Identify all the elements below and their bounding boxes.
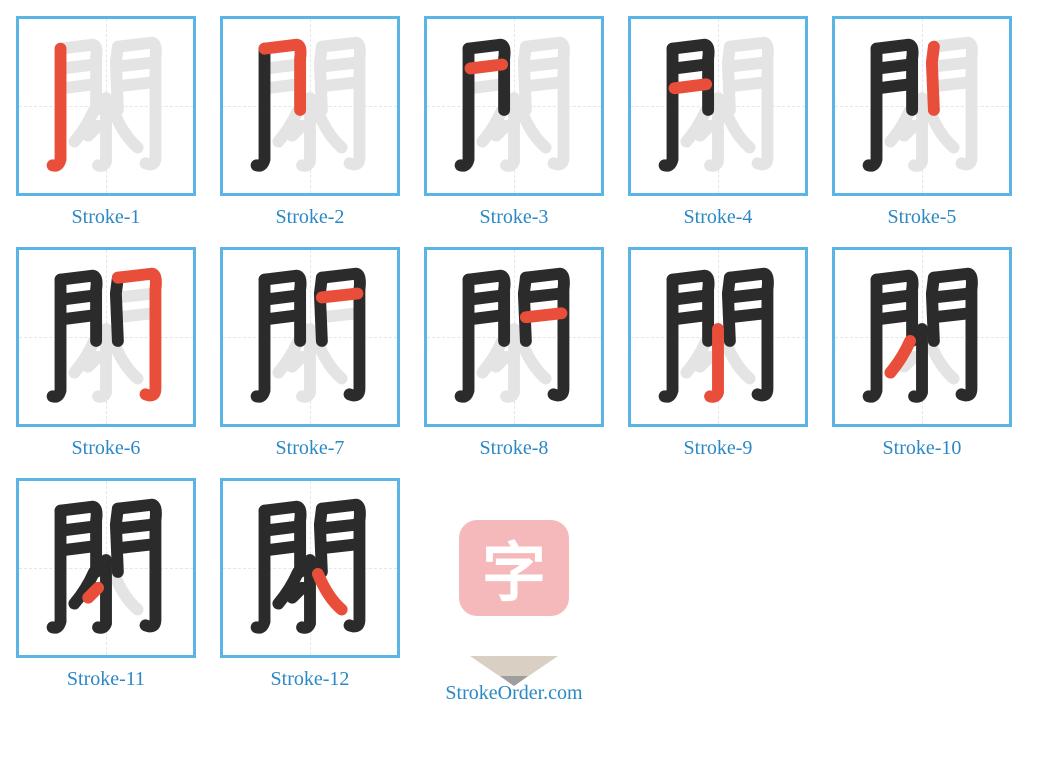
- pencil-lead-icon: [500, 676, 528, 686]
- stroke-step: Stroke-11: [16, 478, 196, 691]
- stroke-caption: Stroke-11: [67, 668, 145, 691]
- stroke-step: Stroke-4: [628, 16, 808, 229]
- stroke-box: [220, 478, 400, 658]
- stroke-box: [16, 478, 196, 658]
- logo-box: 字: [424, 478, 604, 658]
- stroke-box: [832, 247, 1012, 427]
- stroke-step: Stroke-1: [16, 16, 196, 229]
- stroke-step: Stroke-5: [832, 16, 1012, 229]
- stroke-box: [16, 247, 196, 427]
- stroke-box: [424, 16, 604, 196]
- stroke-step: Stroke-10: [832, 247, 1012, 460]
- stroke-box: [424, 247, 604, 427]
- logo-cell: 字StrokeOrder.com: [424, 478, 604, 705]
- stroke-step: Stroke-2: [220, 16, 400, 229]
- stroke-caption: Stroke-2: [276, 206, 345, 229]
- stroke-box: [16, 16, 196, 196]
- stroke-caption: Stroke-12: [271, 668, 350, 691]
- stroke-step: Stroke-9: [628, 247, 808, 460]
- logo-glyph: 字: [482, 522, 546, 614]
- stroke-box: [832, 16, 1012, 196]
- stroke-caption: Stroke-9: [684, 437, 753, 460]
- stroke-step: Stroke-7: [220, 247, 400, 460]
- stroke-box: [220, 16, 400, 196]
- stroke-caption: Stroke-3: [480, 206, 549, 229]
- stroke-caption: Stroke-5: [888, 206, 957, 229]
- stroke-caption: Stroke-6: [72, 437, 141, 460]
- stroke-caption: Stroke-10: [883, 437, 962, 460]
- stroke-grid: Stroke-1 Stroke-2 Stroke-3 Stroke-4 Stroke-5…: [16, 16, 1034, 705]
- stroke-caption: Stroke-7: [276, 437, 345, 460]
- logo-badge: 字: [459, 520, 569, 616]
- stroke-step: Stroke-6: [16, 247, 196, 460]
- stroke-box: [220, 247, 400, 427]
- stroke-box: [628, 247, 808, 427]
- stroke-step: Stroke-12: [220, 478, 400, 691]
- stroke-caption: Stroke-4: [684, 206, 753, 229]
- stroke-step: Stroke-3: [424, 16, 604, 229]
- stroke-caption: Stroke-8: [480, 437, 549, 460]
- stroke-step: Stroke-8: [424, 247, 604, 460]
- stroke-box: [628, 16, 808, 196]
- stroke-caption: Stroke-1: [72, 206, 141, 229]
